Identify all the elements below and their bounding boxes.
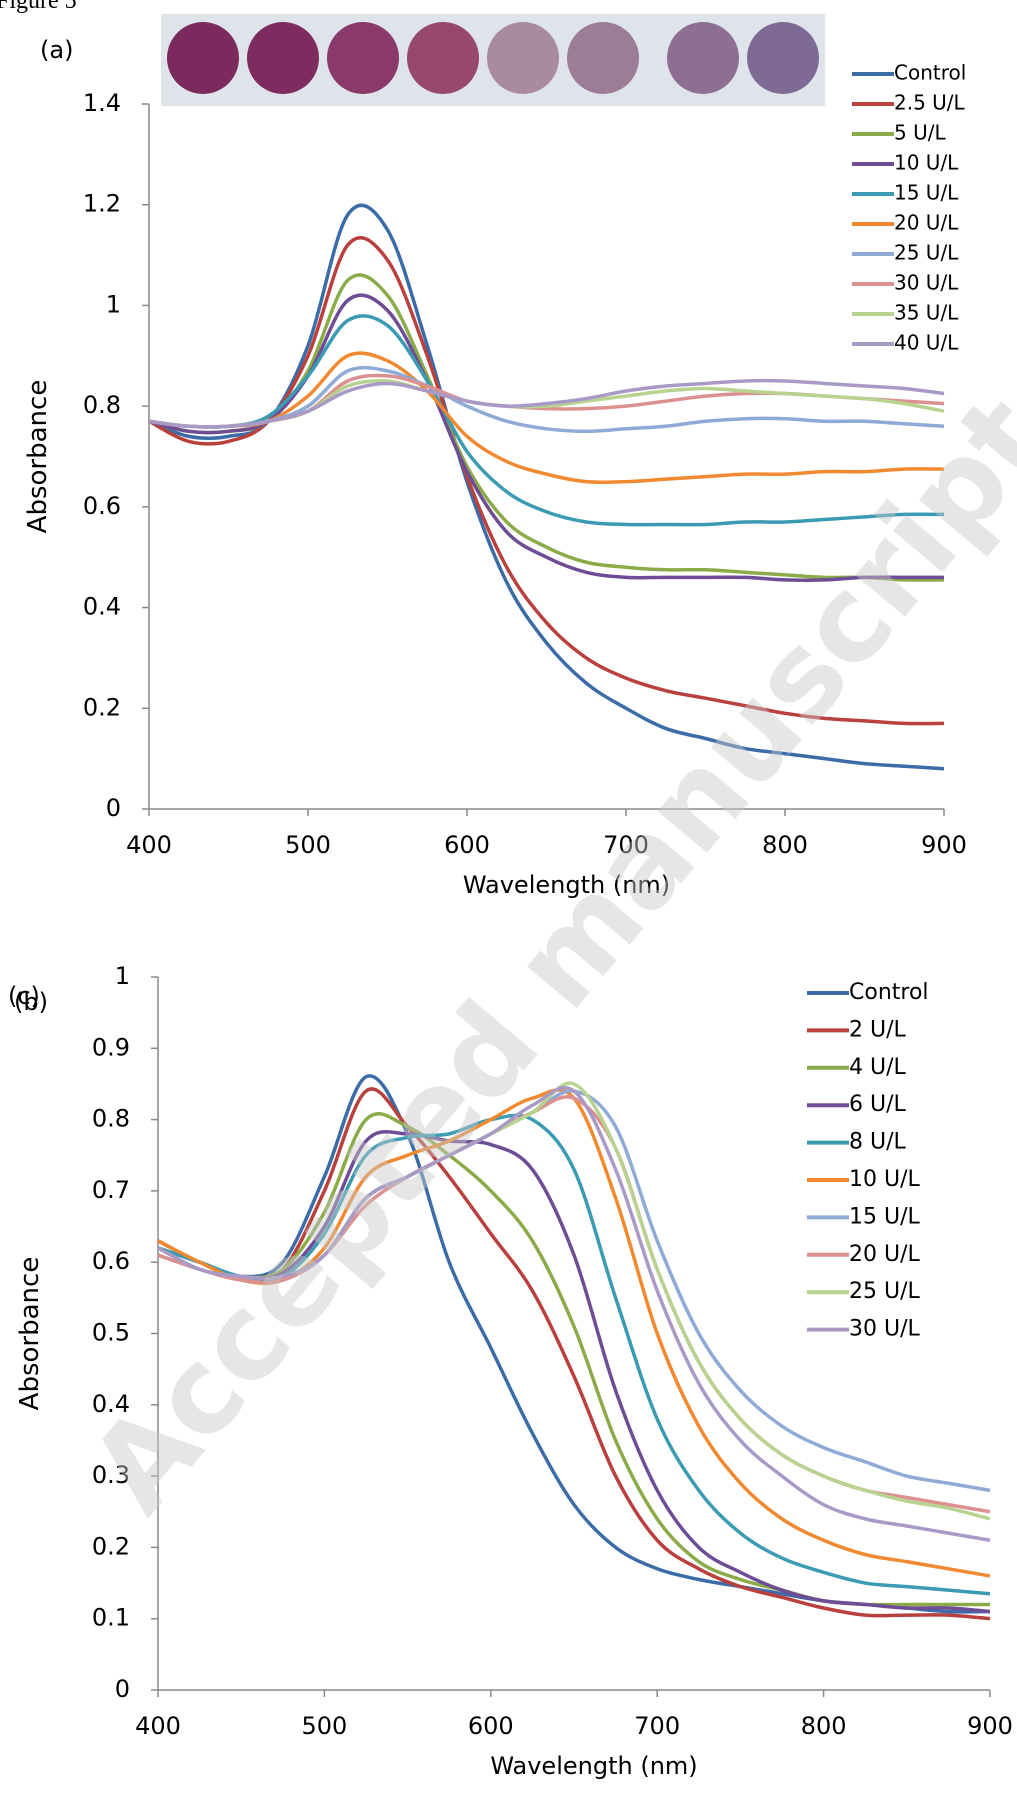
y-tick-label: 0.9 bbox=[92, 1033, 130, 1061]
legend-label: 2 U/L bbox=[849, 1017, 907, 1042]
legend-label: 10 U/L bbox=[894, 151, 959, 175]
x-axis-title: Wavelength (nm) bbox=[490, 1752, 697, 1780]
y-tick-label: 0.6 bbox=[92, 1247, 130, 1275]
legend-label: 30 U/L bbox=[894, 271, 959, 295]
y-axis-title: Absorbance bbox=[23, 380, 53, 534]
series-line bbox=[157, 1113, 991, 1596]
y-tick-label: 0 bbox=[106, 794, 121, 822]
x-tick-label: 500 bbox=[301, 1712, 347, 1740]
x-tick-label: 600 bbox=[468, 1712, 514, 1740]
legend-label: 35 U/L bbox=[894, 301, 959, 325]
well-photo bbox=[161, 14, 825, 106]
series-line bbox=[148, 351, 945, 485]
legend-label: 8 U/L bbox=[849, 1130, 907, 1155]
x-tick-label: 700 bbox=[634, 1712, 680, 1740]
series-line bbox=[157, 1086, 991, 1542]
legend-label: 30 U/L bbox=[849, 1317, 921, 1342]
x-tick-label: 400 bbox=[126, 831, 172, 859]
y-tick-label: 0.7 bbox=[92, 1176, 130, 1204]
y-tick-label: 0.5 bbox=[92, 1319, 130, 1347]
y-tick-label: 1.4 bbox=[83, 89, 121, 117]
legend-label: 20 U/L bbox=[894, 211, 959, 235]
legend-label: 25 U/L bbox=[849, 1279, 921, 1304]
y-tick-label: 0.8 bbox=[83, 391, 121, 419]
series-line bbox=[157, 1129, 991, 1614]
series-line bbox=[148, 293, 944, 582]
x-axis-title: Wavelength (nm) bbox=[463, 871, 670, 899]
series-line bbox=[148, 203, 945, 771]
series-line bbox=[148, 314, 945, 527]
x-tick-label: 800 bbox=[801, 1712, 847, 1740]
y-tick-label: 0.3 bbox=[92, 1461, 130, 1489]
y-tick-label: 1.2 bbox=[83, 190, 121, 218]
panel-label: (a) bbox=[40, 36, 73, 64]
y-tick-label: 0 bbox=[115, 1675, 130, 1703]
series-line bbox=[148, 378, 945, 429]
y-tick-label: 0.2 bbox=[83, 693, 121, 721]
panel-label: (c) bbox=[8, 982, 40, 1010]
legend-label: 6 U/L bbox=[849, 1092, 907, 1117]
y-tick-label: 1 bbox=[106, 290, 121, 318]
legend-label: 25 U/L bbox=[894, 241, 959, 265]
x-tick-label: 500 bbox=[285, 831, 331, 859]
legend-label: 15 U/L bbox=[894, 181, 959, 205]
y-tick-label: 0.1 bbox=[92, 1604, 130, 1632]
y-axis-title: Absorbance bbox=[15, 1257, 45, 1411]
x-tick-label: 400 bbox=[135, 1712, 181, 1740]
legend-label: 2.5 U/L bbox=[894, 91, 966, 115]
legend-label: Control bbox=[849, 980, 929, 1005]
series-line bbox=[148, 236, 945, 726]
panel-label: (b) bbox=[14, 988, 48, 1016]
y-tick-label: 0.4 bbox=[83, 593, 121, 621]
y-tick-label: 0.6 bbox=[83, 492, 121, 520]
legend-label: 5 U/L bbox=[894, 121, 946, 145]
legend-label: 40 U/L bbox=[894, 331, 959, 355]
x-tick-label: 900 bbox=[921, 831, 967, 859]
x-tick-label: 900 bbox=[967, 1712, 1013, 1740]
x-tick-label: 800 bbox=[762, 831, 808, 859]
figure-label: Figure 5 bbox=[0, 0, 77, 14]
legend-label: 10 U/L bbox=[849, 1167, 921, 1192]
y-tick-label: 0.4 bbox=[92, 1390, 130, 1418]
y-tick-label: 0.2 bbox=[92, 1532, 130, 1560]
legend-label: Control bbox=[894, 61, 966, 85]
legend-label: 20 U/L bbox=[849, 1242, 921, 1267]
legend-label: 4 U/L bbox=[849, 1055, 907, 1080]
y-tick-label: 1 bbox=[115, 962, 130, 990]
series-line bbox=[157, 1087, 991, 1621]
legend-label: 15 U/L bbox=[849, 1204, 921, 1229]
x-tick-label: 700 bbox=[603, 831, 649, 859]
y-tick-label: 0.8 bbox=[92, 1105, 130, 1133]
x-tick-label: 600 bbox=[444, 831, 490, 859]
